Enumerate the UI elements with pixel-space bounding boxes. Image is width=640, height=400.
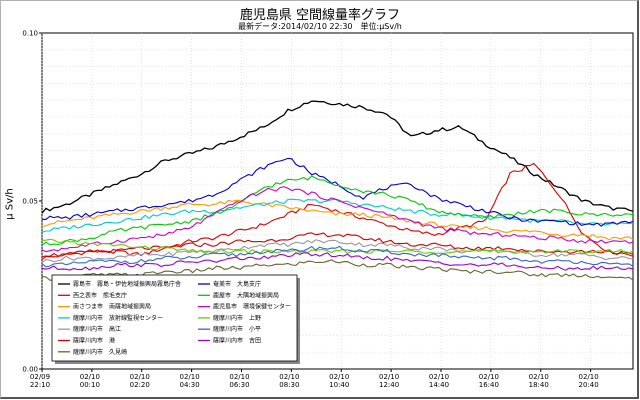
series-line — [41, 175, 634, 246]
legend-label: 薩摩川内市 放射線監視センター — [73, 314, 163, 322]
legend-label: 薩摩川内市 吉田 — [213, 337, 261, 345]
y-tick-label: 0.10 — [22, 30, 38, 38]
x-tick-label-date: 02/10 — [579, 373, 599, 381]
y-tick-label: 0.00 — [22, 366, 38, 374]
legend-label: 薩摩川内市 港 — [73, 337, 115, 345]
legend-label: 薩摩川内市 高江 — [73, 325, 121, 333]
x-tick-label-date: 02/10 — [329, 373, 349, 381]
x-tick-label-date: 02/10 — [529, 373, 549, 381]
series-line — [41, 100, 634, 214]
series-line — [41, 157, 634, 227]
x-tick-label-time: 20:40 — [579, 381, 599, 389]
y-tick-label: 0.05 — [22, 198, 38, 206]
series-line — [41, 238, 634, 255]
chart-title: 鹿児島県 空間線量率グラフ — [239, 8, 401, 23]
x-tick-label-date: 02/10 — [130, 373, 150, 381]
x-tick-label-time: 04:30 — [180, 381, 200, 389]
x-tick-label-date: 02/10 — [229, 373, 249, 381]
x-tick-label-time: 06:30 — [229, 381, 249, 389]
x-tick-label-date: 02/10 — [429, 373, 449, 381]
legend-label: 薩摩川内市 久見崎 — [73, 348, 127, 356]
legend-label: 西之表市 熊毛支庁 — [73, 291, 127, 299]
x-tick-label-time: 16:40 — [479, 381, 499, 389]
x-tick-label-time: 18:40 — [529, 381, 549, 389]
series-line — [41, 186, 634, 253]
series-line — [41, 252, 634, 271]
x-tick-label-time: 10:40 — [329, 381, 349, 389]
x-tick-label-time: 14:40 — [429, 381, 449, 389]
series-line — [41, 199, 634, 241]
legend-label: 薩摩川内市 小平 — [213, 325, 261, 333]
legend-label: 霧島市 霧島・伊佐地域振興局霧島庁舎 — [73, 280, 181, 288]
legend-label: 薩摩川内市 上野 — [213, 314, 261, 322]
legend-label: 奄美市 大島支庁 — [213, 280, 261, 288]
x-tick-label-time: 02:20 — [130, 381, 150, 389]
legend-label: 南さつま市 南薩地域振興局 — [73, 303, 151, 311]
x-tick-label-date: 02/10 — [180, 373, 200, 381]
legend-label: 鹿児島市 環境保健センター — [213, 303, 291, 311]
x-tick-label-date: 02/09 — [30, 373, 50, 381]
legend-label: 鹿屋市 大隅地域振興局 — [213, 291, 279, 299]
x-tick-label-time: 12:40 — [379, 381, 399, 389]
chart-subtitle: 最新データ:2014/02/10 22:30 単位:μSv/h — [238, 22, 402, 31]
x-tick-label-date: 02/10 — [80, 373, 100, 381]
x-tick-label-date: 02/10 — [379, 373, 399, 381]
x-tick-label-time: 00:10 — [80, 381, 100, 389]
x-tick-label-time: 08:30 — [279, 381, 299, 389]
x-tick-label-date: 02/10 — [479, 373, 499, 381]
x-tick-label-date: 02/10 — [279, 373, 299, 381]
legend-box — [51, 274, 298, 362]
series-line — [41, 245, 634, 268]
series-line — [41, 239, 634, 264]
x-tick-label-time: 22:10 — [30, 381, 50, 389]
